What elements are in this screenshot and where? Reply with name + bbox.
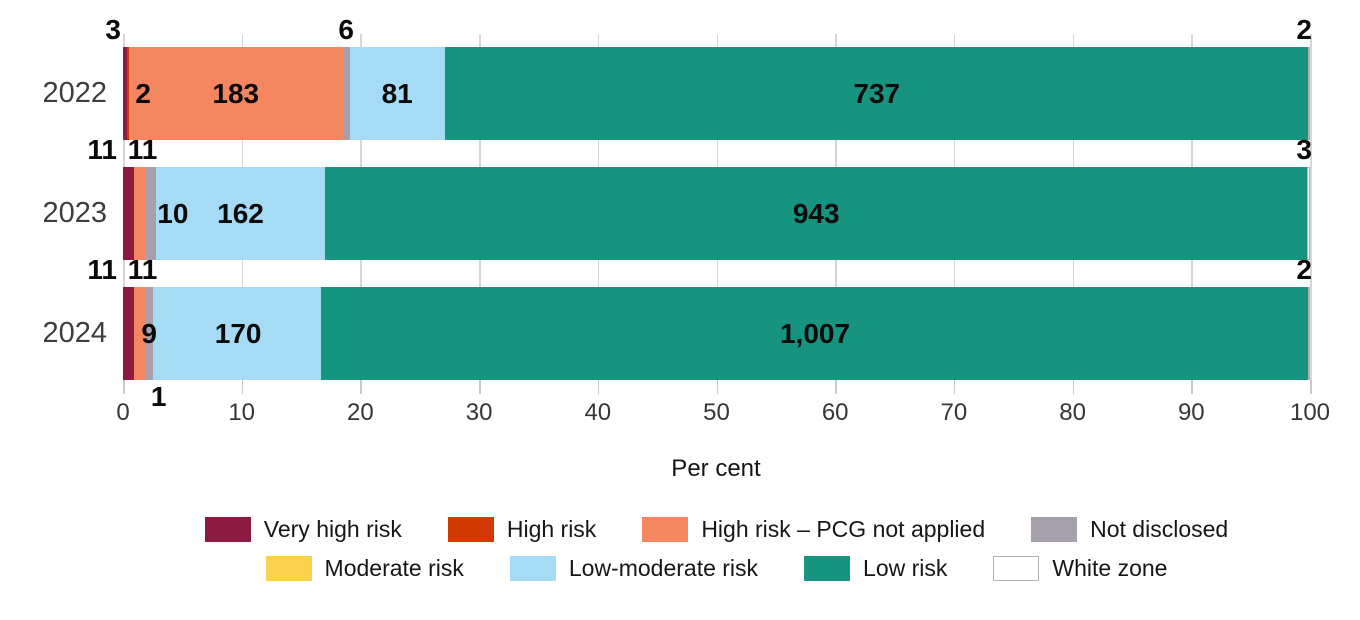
bar-value-label: 162	[217, 198, 264, 229]
legend-swatch-icon	[993, 555, 1040, 581]
bar-segment-white-zone-2024	[1308, 287, 1310, 380]
legend-item-low-risk: Low risk	[804, 555, 947, 582]
legend-row: Very high risk High risk High risk – PCG n…	[123, 514, 1310, 544]
bar-segment-low-moderate-risk-2024	[154, 287, 321, 380]
axis-tick	[953, 380, 956, 394]
bar-segment-low-moderate-risk-2022	[350, 47, 445, 140]
axis-tick-label: 90	[1177, 399, 1205, 426]
legend-label: Very high risk	[263, 515, 402, 542]
x-axis-title: Per cent	[671, 455, 761, 482]
legend-swatch-icon	[804, 555, 851, 581]
bar-value-label: 6	[338, 14, 354, 45]
legend-swatch-icon	[642, 516, 689, 542]
year-label: 2024	[42, 317, 107, 349]
axis-tick	[123, 380, 125, 394]
legend-label: White zone	[1052, 554, 1168, 581]
axis-tick-label: 20	[347, 399, 374, 426]
bar-value-label: 2	[1296, 254, 1312, 285]
bar-segment-high-risk-2022	[126, 47, 129, 140]
legend-swatch-icon	[447, 516, 494, 542]
year-label: 2022	[42, 77, 107, 109]
legend-label: Low-moderate risk	[568, 554, 759, 581]
bar-value-label: 170	[214, 318, 262, 349]
bar-segment-high-risk-pcg-not-applied-2023	[134, 167, 146, 260]
legend-label: Low risk	[863, 554, 948, 581]
legend-row: Moderate risk Low-moderate risk Low risk Wh…	[123, 553, 1310, 583]
axis-tick-label: 10	[228, 399, 256, 426]
axis-tick	[597, 380, 600, 394]
axis-tick	[716, 380, 718, 394]
bar-segment-low-risk-2022	[444, 47, 1308, 140]
axis-tick-label: 40	[584, 399, 612, 426]
bar-segment-moderate-risk-2024	[153, 287, 155, 380]
bar-segment-very-high-risk-2024	[123, 287, 134, 380]
bar-value-label: 10	[157, 198, 189, 229]
legend-item-very-high-risk: Very high risk	[204, 515, 402, 543]
legend-label: Not disclosed	[1090, 515, 1229, 542]
axis-tick-label: 100	[1289, 399, 1331, 426]
legend-swatch-icon	[204, 516, 251, 542]
bar-segment-low-risk-2024	[320, 287, 1308, 380]
bar-value-label: 9	[141, 318, 157, 349]
bar-value-label: 11	[87, 254, 117, 285]
bar-row-2022	[123, 47, 1310, 140]
axis-tick-label: 50	[703, 399, 730, 426]
legend-label: High risk – PCG not applied	[701, 515, 986, 542]
bar-segment-very-high-risk-2023	[123, 167, 135, 260]
bar-segment-not-disclosed-2023	[145, 167, 157, 260]
bar-value-label: 2	[135, 78, 151, 109]
legend: Very high risk High risk High risk – PCG n…	[123, 514, 1310, 583]
legend-item-low-moderate-risk: Low-moderate risk	[509, 554, 759, 582]
axis-tick	[1072, 380, 1075, 394]
legend-label: Moderate risk	[324, 554, 464, 581]
axis-tick-label: 0	[116, 399, 130, 426]
gridline	[1310, 34, 1312, 380]
axis-tick	[241, 380, 244, 394]
bar-segment-very-high-risk-2022	[123, 47, 127, 140]
bar-value-label: 2	[1296, 14, 1312, 45]
bar-value-label: 737	[853, 78, 901, 109]
legend-item-white-zone: White zone	[993, 555, 1167, 582]
bar-segment-high-risk-pcg-not-applied-2024	[133, 287, 145, 380]
bar-value-label: 3	[105, 14, 121, 45]
bar-value-label: 943	[792, 198, 840, 229]
axis-tick	[1310, 380, 1312, 394]
legend-item-high-risk-pcg-not-applied: High risk – PCG not applied	[642, 516, 985, 543]
legend-item-high-risk: High risk	[447, 515, 597, 543]
bar-value-label: 81	[381, 78, 413, 109]
legend-item-not-disclosed: Not disclosed	[1031, 516, 1228, 543]
bar-row-2024	[123, 287, 1310, 380]
bar-segment-not-disclosed-2024	[144, 287, 154, 380]
axis-tick	[1191, 380, 1193, 394]
axis-tick-label: 70	[940, 399, 968, 426]
axis-tick-label: 60	[821, 399, 849, 426]
bar-segment-high-risk-pcg-not-applied-2022	[128, 47, 344, 140]
bar-value-label: 1,007	[779, 318, 851, 349]
bar-segment-white-zone-2022	[1307, 47, 1310, 140]
bar-value-label: 11	[87, 134, 117, 165]
bar-value-label: 1	[150, 381, 167, 412]
bar-row-2023	[123, 167, 1310, 260]
bar-value-label: 183	[212, 78, 260, 109]
bar-value-label: 11	[127, 134, 158, 165]
bar-segment-low-moderate-risk-2023	[156, 167, 325, 260]
bar-segment-low-risk-2023	[324, 167, 1307, 260]
axis-tick-label: 30	[465, 399, 493, 426]
legend-swatch-icon	[265, 555, 312, 581]
axis-tick	[835, 380, 837, 394]
bar-value-label: 3	[1296, 134, 1312, 165]
bar-segment-not-disclosed-2022	[343, 47, 351, 140]
legend-item-moderate-risk: Moderate risk	[265, 554, 464, 582]
year-label: 2023	[42, 197, 107, 229]
axis-tick	[479, 380, 481, 394]
bar-segment-white-zone-2023	[1306, 167, 1310, 260]
legend-swatch-icon	[1031, 516, 1078, 542]
bar-value-label: 11	[127, 254, 158, 285]
axis-tick-label: 80	[1059, 399, 1086, 426]
legend-label: High risk	[506, 515, 597, 542]
legend-swatch-icon	[509, 555, 556, 581]
axis-tick	[360, 380, 362, 394]
